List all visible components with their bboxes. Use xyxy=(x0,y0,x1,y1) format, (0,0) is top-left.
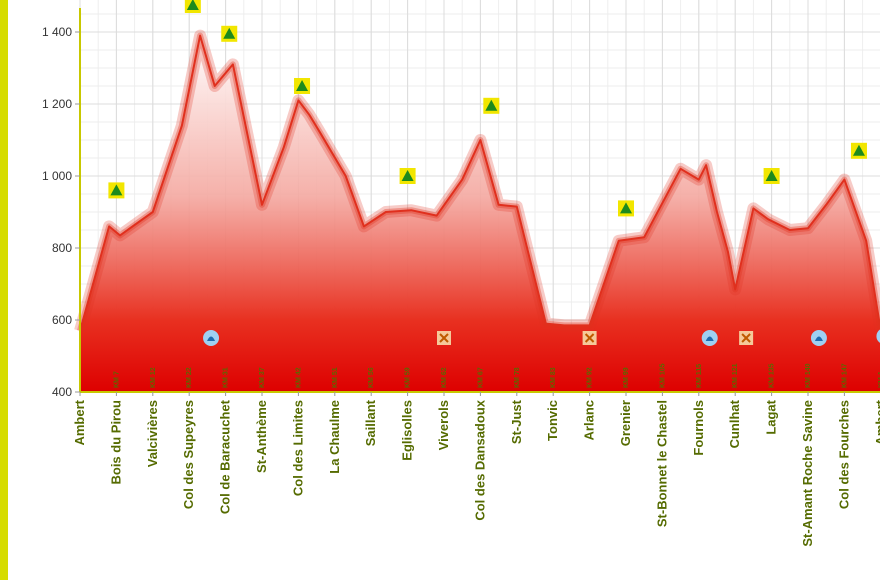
category-label: St-Just xyxy=(509,399,524,444)
km-label: KM 42 xyxy=(295,367,302,388)
summit-triangle xyxy=(620,202,632,214)
category-label: Bois du Pirou xyxy=(108,400,123,485)
cross-icon xyxy=(739,331,754,345)
category-label: Col des Dansadoux xyxy=(472,399,487,520)
category-label: Valcivières xyxy=(145,400,160,467)
summit-icon xyxy=(618,200,634,217)
category-label: Col des Fourches xyxy=(836,400,851,509)
y-tick-label: 600 xyxy=(52,313,72,327)
category-label: Ambert xyxy=(873,399,880,445)
summit-triangle xyxy=(485,99,498,111)
summit-triangle xyxy=(852,144,865,156)
summit-icon xyxy=(108,182,125,199)
summit-icon xyxy=(294,78,311,94)
route-icons xyxy=(108,0,880,346)
category-label: Col des Supeyres xyxy=(181,400,196,509)
summit-triangle xyxy=(223,27,236,39)
elevation-area-fill xyxy=(80,35,880,392)
category-label: Viverols xyxy=(436,400,451,450)
y-tick-label: 400 xyxy=(52,385,72,399)
category-label: St-Anthème xyxy=(254,400,269,473)
summit-triangle xyxy=(296,80,309,91)
summit-triangle xyxy=(401,170,414,181)
water-point-icon xyxy=(203,330,220,346)
water-drop xyxy=(814,336,823,341)
cross-stroke xyxy=(741,333,751,343)
x-axis-categories: Ambert Bois du Pirou Valcivières Col des Su… xyxy=(72,392,880,547)
category-label: Fournols xyxy=(691,400,706,456)
summit-icon xyxy=(221,25,238,42)
km-label: KM 62 xyxy=(441,367,448,388)
summit-icon xyxy=(399,168,416,184)
km-label: KM 12 xyxy=(150,367,157,388)
cross-stroke xyxy=(439,333,449,343)
km-label: KM 22 xyxy=(186,367,193,388)
km-label: KM 135 xyxy=(769,363,776,388)
y-tick-label: 1 000 xyxy=(42,169,72,183)
category-label: St-Bonnet le Chastel xyxy=(654,400,669,527)
y-tick-label: 1 400 xyxy=(42,25,72,39)
km-label: KM 83 xyxy=(550,367,557,388)
km-label: KM 140 xyxy=(805,363,812,388)
km-label: KM 31 xyxy=(223,367,230,388)
summit-triangle xyxy=(765,170,778,181)
category-label: Tonvic xyxy=(545,400,560,441)
y-axis-ticks: 400 600 800 1 000 1 200 1 400 xyxy=(42,25,80,399)
km-label: KM 56 xyxy=(368,367,375,388)
category-label: Saillant xyxy=(363,399,378,446)
category-label: La Chaulme xyxy=(327,400,342,474)
category-label: Col des Limites xyxy=(290,400,305,496)
water-point-icon xyxy=(810,330,827,346)
km-label: KM 51 xyxy=(332,367,339,388)
summit-icon xyxy=(483,97,500,114)
summit-triangle xyxy=(186,0,199,10)
summit-triangle xyxy=(110,184,123,196)
water-drop xyxy=(207,336,216,341)
km-label: KM 147 xyxy=(841,363,848,388)
km-label: KM 115 xyxy=(696,364,703,388)
summit-icon xyxy=(850,142,867,159)
accent-stripe xyxy=(0,0,8,580)
km-label: KM 92 xyxy=(587,367,594,388)
water-drop xyxy=(705,336,714,341)
category-label: Lagat xyxy=(764,399,779,434)
summit-icon xyxy=(763,168,780,184)
water-icon-bg xyxy=(876,329,880,343)
km-label: KM 78 xyxy=(514,367,521,388)
km-markers: KM 7 KM 12 KM 22 KM 31 KM 37 KM 42 KM 51 KM 56 K… xyxy=(113,363,880,388)
cross-icon xyxy=(437,331,451,345)
category-label: Eglisolles xyxy=(400,400,415,461)
km-label: KM 105 xyxy=(659,363,666,388)
cross-stroke xyxy=(584,333,595,343)
category-label: St-Amant Roche Savine xyxy=(800,400,815,547)
km-label: KM 67 xyxy=(477,367,484,388)
category-label: Arlanc xyxy=(582,400,597,440)
water-point-icon xyxy=(876,329,880,343)
summit-icon xyxy=(184,0,201,13)
km-label: KM 1 xyxy=(878,371,880,388)
water-point-icon xyxy=(701,330,718,346)
km-label: KM 99 xyxy=(623,367,630,388)
y-tick-label: 800 xyxy=(52,241,72,255)
elevation-line xyxy=(79,34,880,332)
elevation-area xyxy=(80,35,880,392)
cross-icon xyxy=(582,331,597,345)
category-label: Cunlhat xyxy=(727,399,742,448)
category-label: Grenier xyxy=(618,400,633,446)
y-tick-label: 1 200 xyxy=(42,97,72,111)
km-label: KM 7 xyxy=(113,371,120,388)
km-label: KM 121 xyxy=(732,363,739,388)
category-label: Col de Baracuchet xyxy=(218,399,233,514)
elevation-line xyxy=(74,29,880,333)
category-label: Ambert xyxy=(72,399,87,445)
km-label: KM 59 xyxy=(405,367,412,388)
km-label: KM 37 xyxy=(259,367,266,388)
